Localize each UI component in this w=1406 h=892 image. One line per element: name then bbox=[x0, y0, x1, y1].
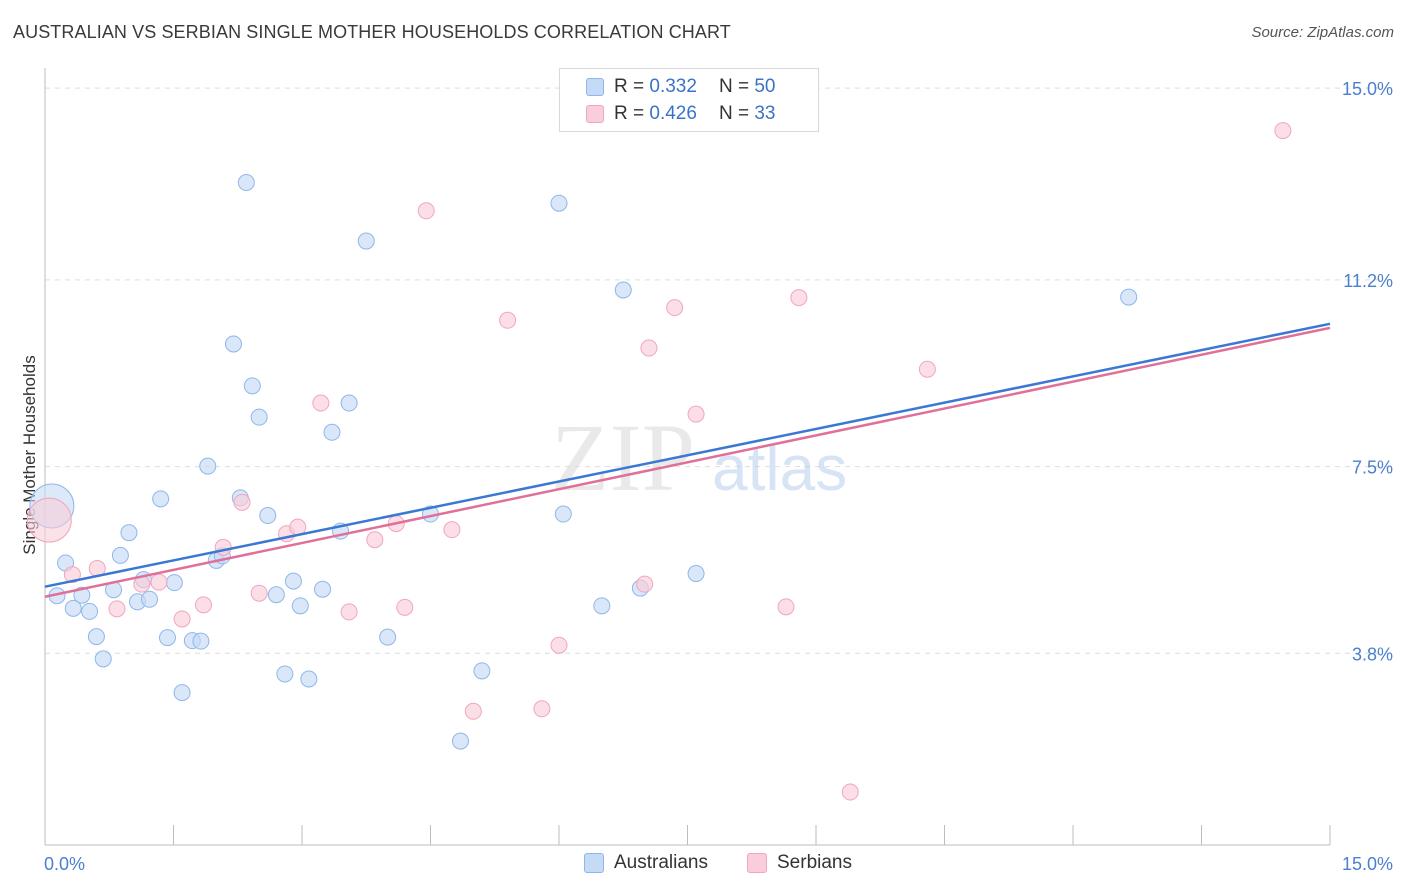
serbians-point bbox=[173, 610, 191, 628]
gridlines bbox=[45, 87, 1393, 654]
x-tick-label: 15.0% bbox=[1342, 854, 1393, 874]
australians-point bbox=[259, 507, 277, 525]
australians-point bbox=[81, 602, 99, 620]
australians-point bbox=[550, 194, 568, 212]
australians-point bbox=[173, 684, 191, 702]
australians-trend-line bbox=[44, 322, 1331, 588]
australians-point bbox=[111, 546, 129, 564]
australians-point bbox=[165, 574, 183, 592]
y-tick-label: 11.2% bbox=[1343, 271, 1393, 291]
serbians-point bbox=[150, 573, 168, 591]
australians-point bbox=[73, 586, 91, 604]
serbians-point bbox=[841, 783, 859, 801]
australians-legend-swatch bbox=[584, 853, 604, 873]
y-tick-label: 15.0% bbox=[1342, 79, 1393, 99]
australians-legend-label: Australians bbox=[614, 852, 708, 873]
australians-point bbox=[291, 597, 309, 615]
source-label: Source: ZipAtlas.com bbox=[1251, 24, 1394, 41]
australians-point bbox=[614, 281, 632, 299]
australians-point bbox=[300, 670, 318, 688]
australians-point bbox=[141, 590, 159, 608]
serbians-point bbox=[533, 700, 551, 718]
serbians-point bbox=[26, 497, 72, 543]
serbians-point bbox=[550, 636, 568, 654]
australians-point bbox=[284, 572, 302, 590]
serbians-legend-swatch bbox=[747, 853, 767, 873]
australians-point bbox=[473, 662, 491, 680]
australians-point bbox=[357, 232, 375, 250]
serbians-point bbox=[312, 394, 330, 412]
australians-point bbox=[199, 457, 217, 475]
legend-row-australians: R = 0.332 N = 50 bbox=[586, 75, 775, 99]
australians-point bbox=[379, 628, 397, 646]
trend-lines bbox=[44, 322, 1331, 598]
r-label: R = bbox=[614, 103, 645, 124]
n-label: N = bbox=[718, 76, 750, 97]
serbians-point bbox=[918, 360, 936, 378]
stats-legend: R = 0.332 N = 50 R = 0.426 N = 33 bbox=[559, 68, 819, 132]
axes bbox=[44, 68, 1331, 846]
serbians-point bbox=[108, 600, 126, 618]
tick-labels: 3.8% 7.5% 11.2% 15.0% 0.0% 15.0% bbox=[44, 79, 1393, 874]
australians-point bbox=[687, 565, 705, 583]
r-value: 0.426 bbox=[649, 103, 697, 124]
serbians-point bbox=[687, 405, 705, 423]
serbians-point bbox=[640, 339, 658, 357]
serbians-point bbox=[214, 538, 232, 556]
australians-point bbox=[192, 632, 210, 650]
serbians-legend-label: Serbians bbox=[777, 852, 852, 873]
serbians-point bbox=[340, 603, 358, 621]
serbians-point bbox=[1274, 122, 1292, 140]
australians-point bbox=[243, 377, 261, 395]
australians-point bbox=[451, 732, 469, 750]
y-tick-label: 3.8% bbox=[1352, 644, 1393, 664]
australians-point bbox=[340, 394, 358, 412]
legend-row-serbians: R = 0.426 N = 33 bbox=[586, 102, 781, 126]
r-label: R = bbox=[614, 76, 645, 97]
australians-swatch bbox=[586, 78, 604, 96]
n-label: N = bbox=[718, 103, 750, 124]
australians-point bbox=[267, 586, 285, 604]
y-tick-label: 7.5% bbox=[1352, 458, 1393, 478]
australians-point bbox=[94, 650, 112, 668]
australians-point bbox=[87, 628, 105, 646]
australians-point bbox=[323, 423, 341, 441]
serbians-point bbox=[233, 493, 251, 511]
serbians-point bbox=[636, 575, 654, 593]
australians-point bbox=[152, 490, 170, 508]
australians-point bbox=[276, 665, 294, 683]
x-tick-label: 0.0% bbox=[44, 854, 85, 874]
australians-point bbox=[237, 174, 255, 192]
australians-point bbox=[554, 505, 572, 523]
serbians-point bbox=[417, 202, 435, 220]
serbians-point bbox=[63, 566, 81, 584]
serbians-point bbox=[366, 531, 384, 549]
australians-point bbox=[159, 629, 177, 647]
legend-australians: Australians bbox=[584, 852, 708, 874]
australians-point bbox=[64, 599, 82, 617]
serbians-point bbox=[777, 598, 795, 616]
serbians-point bbox=[790, 289, 808, 307]
legend-serbians: Serbians bbox=[747, 852, 852, 874]
serbians-point bbox=[250, 584, 268, 602]
serbians-point bbox=[443, 521, 461, 539]
serbians-point bbox=[464, 702, 482, 720]
australians-point bbox=[593, 597, 611, 615]
australians-point bbox=[314, 580, 332, 598]
australians-point bbox=[120, 524, 138, 542]
r-value: 0.332 bbox=[649, 76, 697, 97]
serbians-point bbox=[194, 596, 212, 614]
australians-point bbox=[224, 335, 242, 353]
chart-title: AUSTRALIAN VS SERBIAN SINGLE MOTHER HOUS… bbox=[13, 22, 731, 42]
serbians-point bbox=[666, 299, 684, 317]
australians-point bbox=[1120, 288, 1138, 306]
serbians-point bbox=[499, 311, 517, 329]
serbians-swatch bbox=[586, 105, 604, 123]
australians-point bbox=[250, 408, 268, 426]
serbians-point bbox=[396, 598, 414, 616]
serbians-trend-line bbox=[44, 326, 1331, 598]
n-value: 50 bbox=[754, 76, 776, 97]
n-value: 33 bbox=[754, 103, 776, 124]
